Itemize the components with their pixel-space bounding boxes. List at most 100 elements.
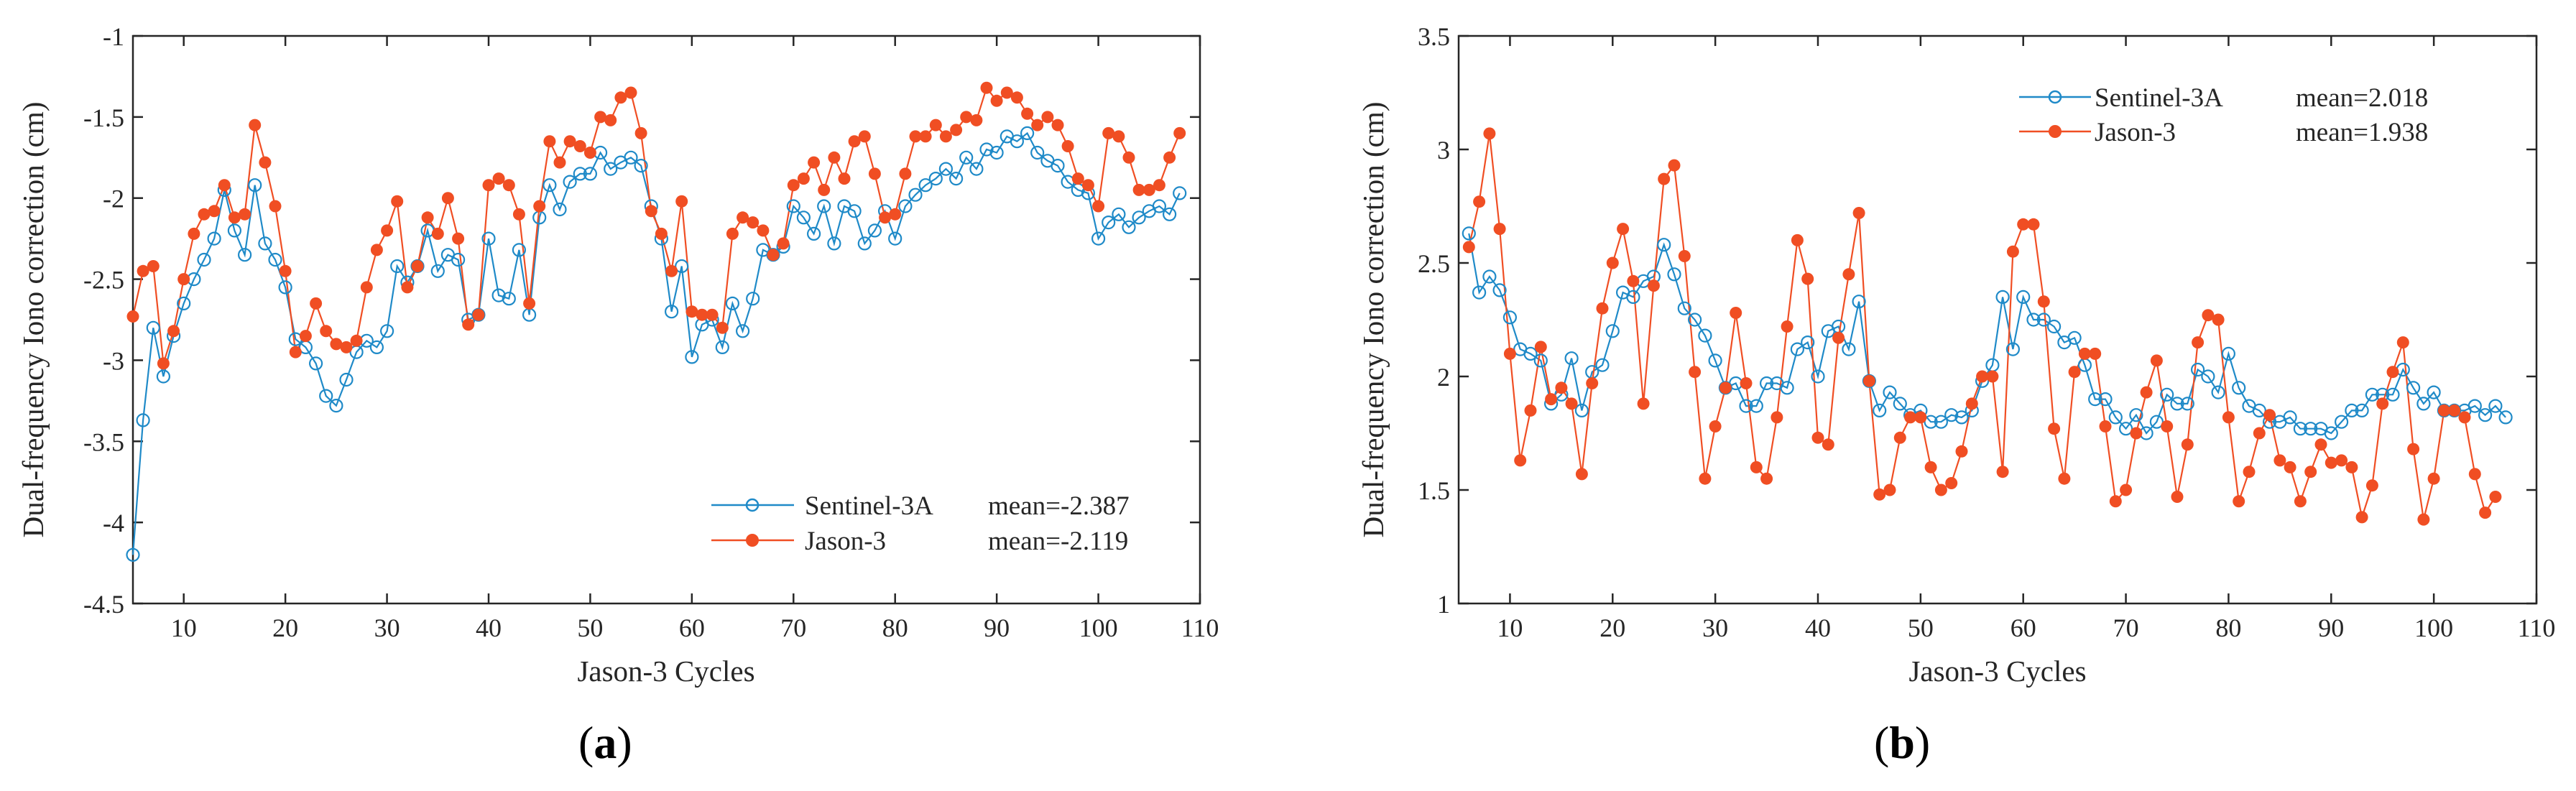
sentinel-3a-point	[2232, 381, 2246, 395]
jason-3-point	[1965, 397, 1978, 410]
sentinel-3a-point	[1626, 290, 1640, 304]
jason-3-point	[289, 346, 302, 359]
sentinel-3a-point	[146, 320, 160, 335]
sentinel-3a-point	[258, 236, 272, 251]
sentinel-3a-point	[918, 178, 933, 193]
x-tick-label: 100	[2414, 614, 2453, 642]
sentinel-3a-point	[1523, 346, 1538, 361]
sentinel-3a-point	[969, 162, 984, 176]
jason-3-point	[2120, 484, 2133, 496]
jason-3-point	[1555, 381, 1568, 394]
sentinel-3a-point	[329, 398, 343, 413]
jason-3-point	[1904, 411, 1917, 424]
sentinel-3a-point	[1492, 283, 1507, 297]
jason-3-point	[1730, 307, 1742, 319]
jason-3-point	[2202, 309, 2215, 322]
jason-3-point	[665, 264, 678, 277]
jason-3-point	[1041, 111, 1054, 124]
jason-3-point	[1914, 411, 1927, 424]
sentinel-3a-point	[268, 252, 282, 267]
sentinel-3a-point	[2067, 330, 2082, 345]
jason-3-point	[1132, 183, 1145, 196]
jason-3-point	[583, 147, 596, 159]
jason-3-point	[2027, 218, 2040, 231]
sentinel-3a-point	[675, 259, 689, 274]
y-tick-label: -3	[103, 346, 124, 375]
jason-3-point	[1986, 370, 1999, 383]
series-markers-a	[126, 81, 1187, 562]
x-tick-label: 10	[171, 614, 197, 642]
jason-3-point	[2273, 454, 2286, 467]
sentinel-3a-point	[583, 167, 598, 181]
jason-3-point	[1514, 454, 1527, 467]
jason-3-point	[1153, 179, 1165, 192]
x-tick-label: 20	[272, 614, 298, 642]
sentinel-3a-point	[2036, 313, 2051, 327]
jason-3-point	[1811, 431, 1824, 444]
jason-3-point	[1862, 374, 1875, 387]
sentinel-3a-point	[1122, 220, 1136, 234]
x-tick-label: 10	[1497, 614, 1523, 642]
sentinel-3a-point	[2488, 399, 2503, 413]
sentinel-3a-point	[2355, 403, 2369, 418]
legend-label-sentinel-b: Sentinel-3A	[2095, 83, 2223, 113]
jason-3-point	[2355, 511, 2368, 524]
sentinel-3a-point	[177, 296, 191, 310]
x-axis-label-a: Jason-3 Cycles	[577, 654, 754, 688]
legend-b: Sentinel-3A mean=2.018 Jason-3 mean=1.93…	[2019, 83, 2428, 147]
jason-3-point	[1493, 223, 1506, 236]
jason-3-point	[1699, 472, 1712, 485]
jason-3-point	[1791, 233, 1804, 246]
x-axis-label-b: Jason-3 Cycles	[1908, 654, 2086, 688]
jason-3-point	[431, 227, 444, 240]
jason-3-point	[787, 179, 800, 192]
jason-3-point	[1760, 472, 1773, 485]
sentinel-3a-point	[126, 547, 140, 562]
jason-3-point	[381, 224, 394, 237]
y-tick-label: 2	[1437, 363, 1450, 392]
x-tick-label: 90	[2318, 614, 2344, 642]
axis-ticks-b: 10 20 30 40 50 60 70 80 90 100 110 1 1.5 2 2.5 3 3.5	[1418, 22, 2555, 642]
sentinel-3a-point	[451, 252, 466, 267]
x-tick-label: 70	[780, 614, 806, 642]
y-axis-label-b: Dual-frequency Iono correction (cm)	[1357, 102, 1390, 538]
sentinel-3a-point	[938, 162, 954, 176]
sentinel-3a-point	[715, 340, 729, 354]
jason-3-point	[1473, 195, 1486, 208]
sentinel-3a-point	[2427, 385, 2441, 399]
jason-3-point	[441, 192, 454, 205]
sentinel-3a-point	[817, 199, 831, 213]
x-tick-label: 60	[679, 614, 705, 642]
jason-3-point	[1832, 331, 1845, 344]
jason-3-point	[808, 156, 821, 169]
sentinel-3a-point	[959, 150, 974, 165]
jason-3-point	[1801, 272, 1814, 285]
jason-3-point	[2294, 495, 2307, 508]
jason-3-point	[2078, 347, 2091, 360]
legend-marker-sentinel-a	[745, 498, 760, 512]
jason-3-point	[889, 208, 902, 221]
jason-3-point	[1822, 438, 1834, 451]
sentinel-3a-point	[2016, 290, 2031, 304]
jason-3-point	[188, 227, 200, 240]
jason-3-point	[2396, 336, 2409, 349]
jason-3-point	[757, 224, 770, 237]
jason-3-point	[2017, 218, 2030, 231]
sentinel-3a-point	[827, 236, 841, 251]
jason-3-point	[299, 330, 312, 343]
jason-3-point	[2489, 491, 2502, 503]
jason-3-point	[198, 208, 211, 221]
jason-3-point	[1122, 151, 1135, 164]
jason-3-point	[2171, 491, 2184, 503]
jason-3-point	[797, 172, 810, 185]
jason-3-point	[167, 325, 180, 338]
jason-3-point	[543, 135, 556, 148]
jason-3-point	[2365, 479, 2378, 492]
jason-3-point	[2314, 438, 2327, 451]
sentinel-3a-point	[512, 243, 527, 257]
jason-3-point	[645, 205, 657, 218]
sentinel-3a-point	[2293, 422, 2307, 436]
x-tick-label: 30	[374, 614, 400, 642]
jason-3-point	[492, 172, 505, 185]
